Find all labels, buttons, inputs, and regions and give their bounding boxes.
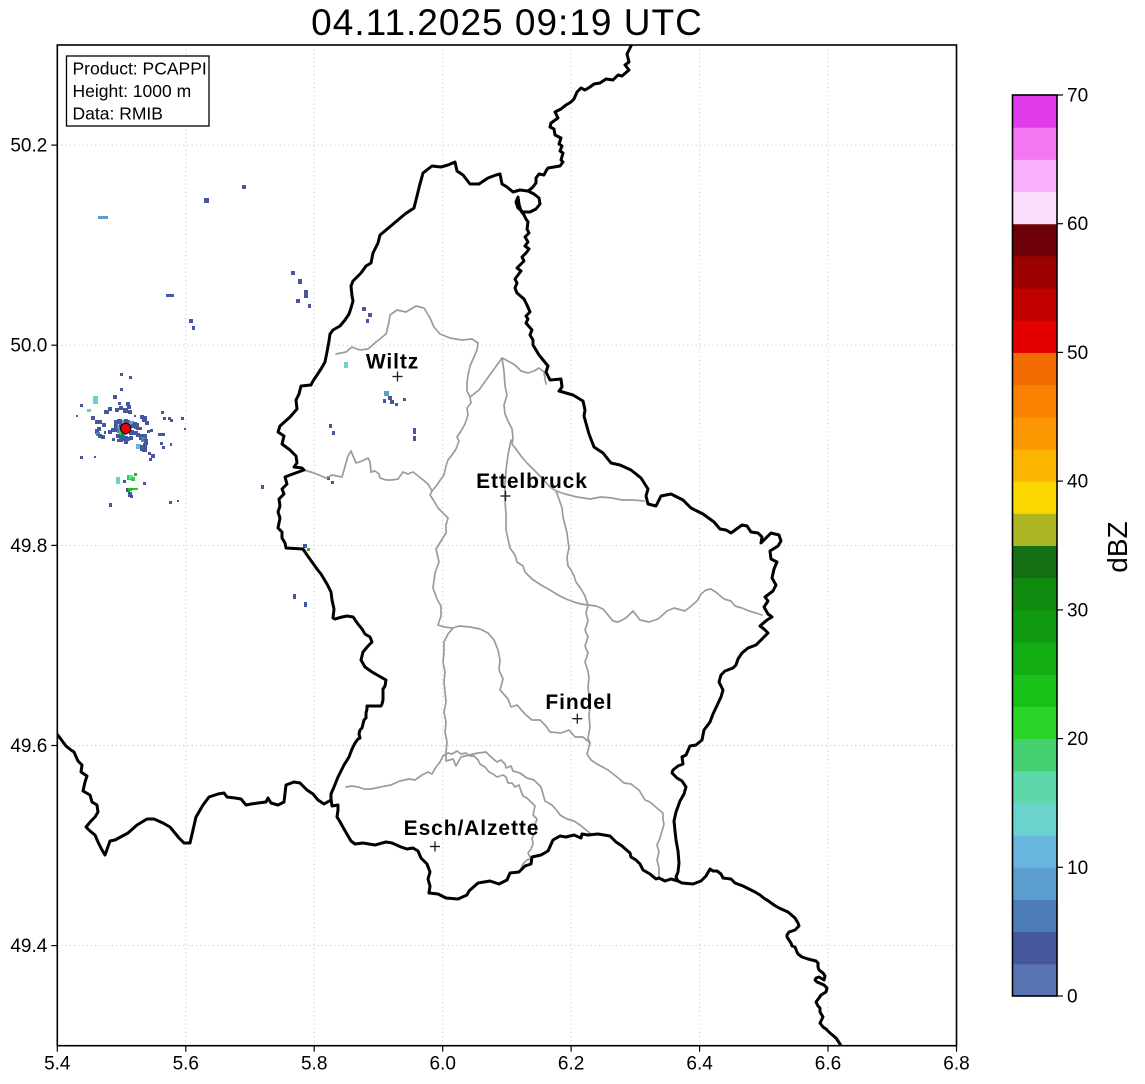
svg-text:60: 60 xyxy=(1067,214,1088,235)
svg-text:40: 40 xyxy=(1067,472,1088,493)
svg-text:5.8: 5.8 xyxy=(301,1054,327,1075)
svg-text:70: 70 xyxy=(1067,86,1088,107)
svg-text:6.0: 6.0 xyxy=(429,1054,455,1075)
svg-text:49.6: 49.6 xyxy=(10,736,47,757)
svg-text:50.0: 50.0 xyxy=(10,336,47,357)
svg-text:6.2: 6.2 xyxy=(558,1054,584,1075)
svg-text:10: 10 xyxy=(1067,858,1088,879)
svg-text:6.4: 6.4 xyxy=(686,1054,713,1075)
svg-text:49.4: 49.4 xyxy=(10,936,47,957)
svg-text:Height: 1000 m: Height: 1000 m xyxy=(73,81,192,101)
svg-text:20: 20 xyxy=(1067,729,1088,750)
svg-text:5.6: 5.6 xyxy=(173,1054,199,1075)
svg-text:Ettelbruck: Ettelbruck xyxy=(476,470,588,493)
svg-text:49.8: 49.8 xyxy=(10,536,47,557)
svg-text:Esch/Alzette: Esch/Alzette xyxy=(404,817,540,840)
svg-text:dBZ: dBZ xyxy=(1102,521,1133,572)
svg-text:5.4: 5.4 xyxy=(44,1054,71,1075)
svg-text:30: 30 xyxy=(1067,600,1088,621)
svg-text:04.11.2025 09:19 UTC: 04.11.2025 09:19 UTC xyxy=(311,2,703,43)
svg-text:Data: RMIB: Data: RMIB xyxy=(73,104,163,124)
svg-text:50: 50 xyxy=(1067,343,1088,364)
svg-text:Wiltz: Wiltz xyxy=(366,351,419,374)
svg-text:0: 0 xyxy=(1067,987,1078,1008)
svg-text:Findel: Findel xyxy=(545,691,612,714)
svg-text:50.2: 50.2 xyxy=(10,136,47,157)
svg-text:Product: PCAPPI: Product: PCAPPI xyxy=(73,59,207,79)
svg-text:6.6: 6.6 xyxy=(815,1054,841,1075)
svg-text:6.8: 6.8 xyxy=(943,1054,969,1075)
